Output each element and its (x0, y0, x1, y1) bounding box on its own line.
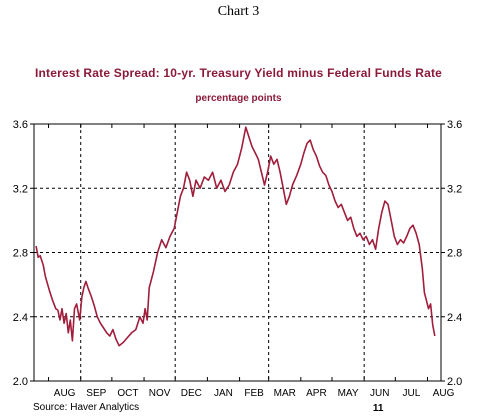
y-tick-label-right: 2.0 (447, 376, 462, 388)
x-tick-label: JAN (214, 388, 233, 399)
y-tick-label-right: 2.4 (447, 312, 462, 324)
y-tick-label-left: 2.8 (13, 248, 28, 260)
x-tick-label: FEB (244, 388, 264, 399)
x-tick-label: MAY (338, 388, 359, 399)
y-tick-label-left: 3.6 (13, 119, 28, 131)
x-tick-label: DEC (181, 388, 202, 399)
x-tick-label: JUL (403, 388, 421, 399)
y-tick-label-right: 3.2 (447, 183, 462, 195)
x-tick-label: SEP (86, 388, 106, 399)
y-tick-label-left: 2.4 (13, 312, 28, 324)
series-line-spread (35, 126, 436, 347)
year-label: 11 (373, 403, 384, 414)
y-tick-label-left: 2.0 (13, 376, 28, 388)
x-tick-label: APR (306, 388, 327, 399)
axis-ticks (30, 123, 445, 382)
axis-labels: 2.0 2.0 2.4 2.4 2.8 2.8 3.2 3.2 3.6 3.6 AUG SEP OCT N… (13, 119, 463, 414)
source-note: Source: Haver Analytics (33, 402, 140, 413)
chart-title: Interest Rate Spread: 10-yr. Treasury Yi… (34, 66, 443, 80)
y-tick-label-right: 2.8 (447, 248, 462, 260)
y-tick-label-right: 3.6 (447, 119, 462, 131)
series (35, 126, 436, 347)
x-tick-label: OCT (117, 388, 138, 399)
x-tick-label: NOV (149, 388, 171, 399)
x-tick-label: MAR (274, 388, 296, 399)
chart-subtitle: percentage points (195, 93, 282, 104)
x-tick-label: AUG (433, 388, 455, 399)
chart-number: Chart 3 (217, 4, 260, 19)
x-tick-label: JUN (370, 388, 389, 399)
x-tick-label: AUG (54, 388, 76, 399)
y-tick-label-left: 3.2 (13, 183, 28, 195)
